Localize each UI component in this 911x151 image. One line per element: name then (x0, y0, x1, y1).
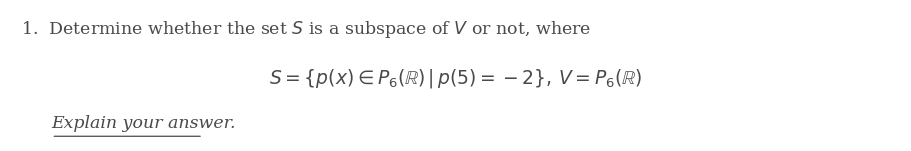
Text: Explain your answer.: Explain your answer. (51, 115, 236, 132)
Text: $S = \{p(x) \in P_6(\mathbb{R})\,|\,p(5) = -2\},\, V = P_6(\mathbb{R})$: $S = \{p(x) \in P_6(\mathbb{R})\,|\,p(5)… (269, 67, 642, 90)
Text: 1.  Determine whether the set $S$ is a subspace of $V$ or not, where: 1. Determine whether the set $S$ is a su… (21, 19, 591, 40)
